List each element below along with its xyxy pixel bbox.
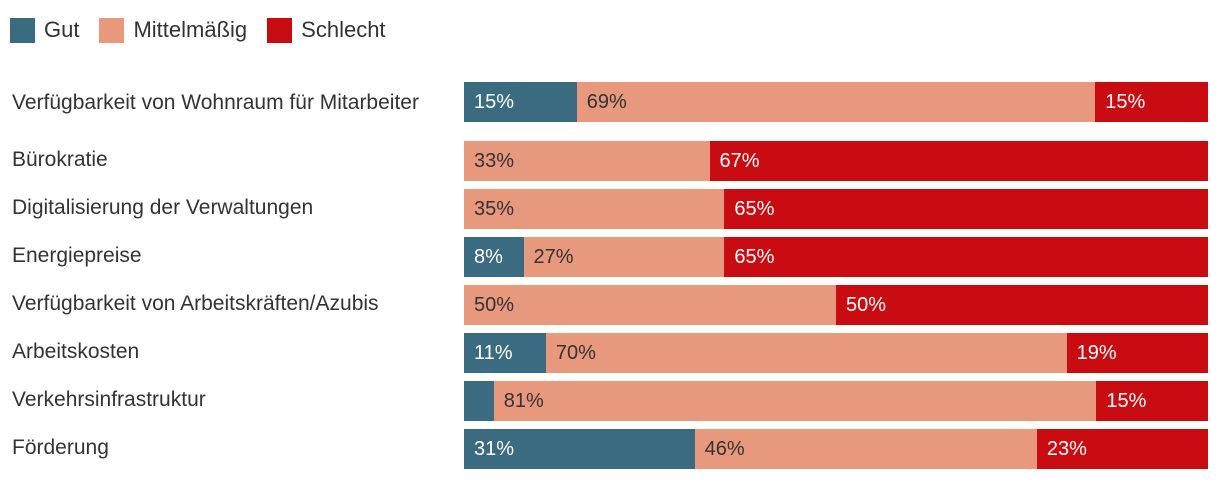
bar-row: 15% 69% 15%: [464, 82, 1208, 122]
data-label: 15%: [1105, 91, 1146, 113]
data-label: 67%: [719, 150, 760, 172]
bar-row: 33% 67%: [464, 141, 1208, 181]
bar-row: 35% 65%: [464, 189, 1208, 229]
data-label: 50%: [474, 294, 515, 316]
data-label: 11%: [474, 342, 513, 364]
legend-label-schlecht: Schlecht: [301, 17, 386, 42]
category-label: Bürokratie: [12, 148, 108, 171]
data-label: 70%: [555, 342, 596, 364]
data-label: 65%: [734, 198, 775, 220]
bar-segment-schlecht: 67%: [709, 141, 1208, 181]
bar-segment-gut: [464, 381, 494, 421]
legend-item-gut: Gut: [10, 17, 79, 43]
bar-segment-gut: 11%: [464, 333, 546, 373]
bar-segment-schlecht: 65%: [724, 237, 1208, 277]
category-label: Verkehrsinfrastruktur: [12, 388, 206, 411]
category-label: Verfügbarkeit von Wohnraum für Mitarbeit…: [12, 91, 419, 114]
bar-row: 11% 70% 19%: [464, 333, 1208, 373]
data-label: 23%: [1046, 438, 1087, 460]
bar-segment-mittel: 70%: [545, 333, 1067, 373]
bar-segment-gut: 31%: [464, 429, 695, 469]
category-label: Digitalisierung der Verwaltungen: [12, 196, 314, 219]
category-label: Arbeitskosten: [12, 340, 140, 363]
bar-segment-gut: 15%: [464, 82, 577, 122]
bar-segment-mittel: 81%: [493, 381, 1097, 421]
bar-row: 81% 15%: [464, 381, 1208, 421]
data-label: 35%: [474, 198, 515, 220]
data-label: 65%: [734, 246, 775, 268]
data-label: 31%: [474, 438, 515, 460]
bar-segment-mittel: 46%: [694, 429, 1037, 469]
data-label: 33%: [474, 150, 515, 172]
bar-segment-mittel: 27%: [523, 237, 725, 277]
data-label: 15%: [1106, 390, 1147, 412]
bar-segment-mittel: 35%: [464, 189, 725, 229]
bar-segment-mittel: 33%: [464, 141, 710, 181]
legend: Gut Mittelmäßig Schlecht: [10, 14, 406, 46]
legend-label-mittel: Mittelmäßig: [133, 17, 248, 42]
bar-row: 50% 50%: [464, 285, 1208, 325]
category-label: Energiepreise: [12, 244, 142, 267]
legend-item-mittel: Mittelmäßig: [99, 17, 247, 43]
category-label: Verfügbarkeit von Arbeitskräften/Azubis: [12, 292, 379, 315]
bar-segment-mittel: 69%: [576, 82, 1096, 122]
data-label: 27%: [533, 246, 574, 268]
data-label: 15%: [474, 91, 515, 113]
bar-segment-gut: 8%: [464, 237, 524, 277]
bar-segment-schlecht: 23%: [1036, 429, 1208, 469]
bar-row: 31% 46% 23%: [464, 429, 1208, 469]
bar-segment-mittel: 50%: [464, 285, 836, 325]
legend-swatch-mittel: [99, 17, 125, 43]
legend-swatch-schlecht: [267, 17, 293, 43]
bar-segment-schlecht: 15%: [1096, 381, 1208, 421]
data-label: 50%: [846, 294, 887, 316]
bar-segment-schlecht: 65%: [724, 189, 1208, 229]
legend-item-schlecht: Schlecht: [267, 17, 386, 43]
bar-segment-schlecht: 19%: [1066, 333, 1208, 373]
data-label: 81%: [503, 390, 544, 412]
legend-swatch-gut: [10, 17, 35, 43]
data-label: 69%: [586, 91, 627, 113]
category-label: Förderung: [12, 436, 109, 459]
data-label: 46%: [704, 438, 745, 460]
data-label: 8%: [474, 246, 503, 268]
bar-segment-schlecht: 50%: [836, 285, 1208, 325]
bar-row: 8% 27% 65%: [464, 237, 1208, 277]
bar-segment-schlecht: 15%: [1095, 82, 1208, 122]
data-label: 19%: [1076, 342, 1117, 364]
legend-label-gut: Gut: [44, 17, 80, 42]
